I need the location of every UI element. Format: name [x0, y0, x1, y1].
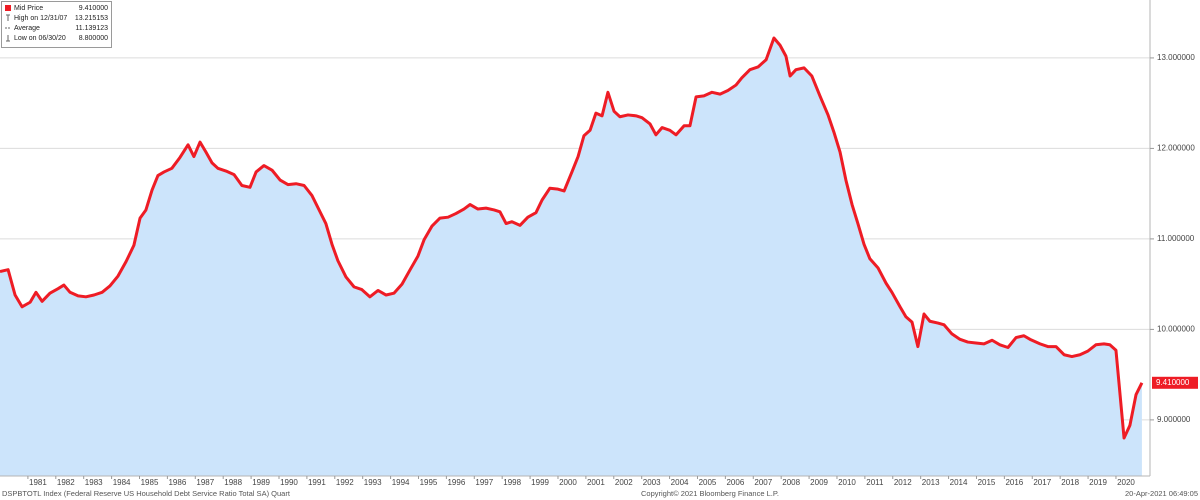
x-tick-label: 2004 — [671, 478, 689, 487]
x-tick-label: 1996 — [447, 478, 465, 487]
y-tick-label: 10.000000 — [1157, 325, 1195, 334]
legend: Mid Price 9.410000 High on 12/31/07 13.2… — [1, 1, 112, 48]
line — [0, 36, 1144, 440]
x-tick-label: 2018 — [1061, 478, 1079, 487]
legend-label: High on 12/31/07 — [14, 15, 67, 22]
area-fill — [0, 38, 1142, 476]
y-tick-label: 9.000000 — [1157, 415, 1191, 424]
x-tick-label: 2005 — [699, 478, 717, 487]
x-tick-label: 1983 — [85, 478, 103, 487]
legend-value: 13.215153 — [75, 15, 108, 22]
legend-label: Low on 06/30/20 — [14, 35, 66, 42]
footer-left: DSPBTOTL Index (Federal Reserve US House… — [2, 489, 291, 498]
x-tick-label: 1995 — [420, 478, 438, 487]
x-tick-label: 2013 — [922, 478, 940, 487]
x-tick-label: 1991 — [308, 478, 326, 487]
x-tick-label: 2008 — [782, 478, 800, 487]
x-tick-label: 2003 — [643, 478, 661, 487]
x-tick-label: 2000 — [559, 478, 577, 487]
x-tick-label: 1994 — [392, 478, 410, 487]
footer-right: 20-Apr-2021 06:49:05 — [1125, 489, 1198, 498]
x-tick-label: 1985 — [141, 478, 159, 487]
x-tick-label: 1993 — [364, 478, 382, 487]
last-value-label: 9.410000 — [1156, 378, 1190, 387]
axes: 9.000000 10.000000 11.000000 12.000000 13.00… — [27, 53, 1198, 487]
x-tick-label: 1999 — [531, 478, 549, 487]
x-tick-label: 1990 — [280, 478, 298, 487]
legend-icon — [6, 35, 10, 42]
x-tick-label: 1982 — [57, 478, 75, 487]
x-tick-label: 2010 — [838, 478, 856, 487]
legend-icon — [6, 14, 10, 21]
legend-swatch — [5, 5, 11, 11]
x-tick-label: 1998 — [503, 478, 521, 487]
x-tick-label: 2015 — [978, 478, 996, 487]
y-tick-label: 11.000000 — [1157, 234, 1195, 243]
x-tick-label: 1988 — [224, 478, 242, 487]
legend-value: 8.800000 — [79, 35, 108, 42]
x-tick-label: 1992 — [336, 478, 354, 487]
y-tick-label: 12.000000 — [1157, 144, 1195, 153]
x-tick-label: 2007 — [754, 478, 772, 487]
legend-value: 9.410000 — [79, 5, 108, 12]
x-tick-label: 2014 — [950, 478, 968, 487]
x-tick-label: 2020 — [1117, 478, 1135, 487]
x-tick-label: 1987 — [196, 478, 214, 487]
x-tick-label: 2006 — [726, 478, 744, 487]
legend-value: 11.139123 — [75, 25, 108, 32]
x-tick-label: 1981 — [29, 478, 47, 487]
x-tick-label: 2019 — [1089, 478, 1107, 487]
x-tick-label: 2002 — [615, 478, 633, 487]
x-tick-label: 2011 — [866, 478, 884, 487]
last-value-tag — [1152, 376, 1198, 389]
x-tick-label: 1997 — [475, 478, 493, 487]
footer-center: Copyright© 2021 Bloomberg Finance L.P. — [641, 489, 779, 498]
x-tick-label: 2017 — [1033, 478, 1051, 487]
legend-box — [1, 1, 112, 48]
x-tick-label: 1986 — [168, 478, 186, 487]
x-tick-label: 2001 — [587, 478, 605, 487]
x-tick-label: 2012 — [894, 478, 912, 487]
y-tick-label: 13.000000 — [1157, 53, 1195, 62]
legend-label: Mid Price — [14, 5, 43, 12]
x-tick-label: 1989 — [252, 478, 270, 487]
x-tick-label: 1984 — [113, 478, 131, 487]
legend-label: Average — [14, 25, 40, 32]
plot-area — [0, 36, 1144, 476]
x-tick-label: 2009 — [810, 478, 828, 487]
x-tick-label: 2016 — [1005, 478, 1023, 487]
